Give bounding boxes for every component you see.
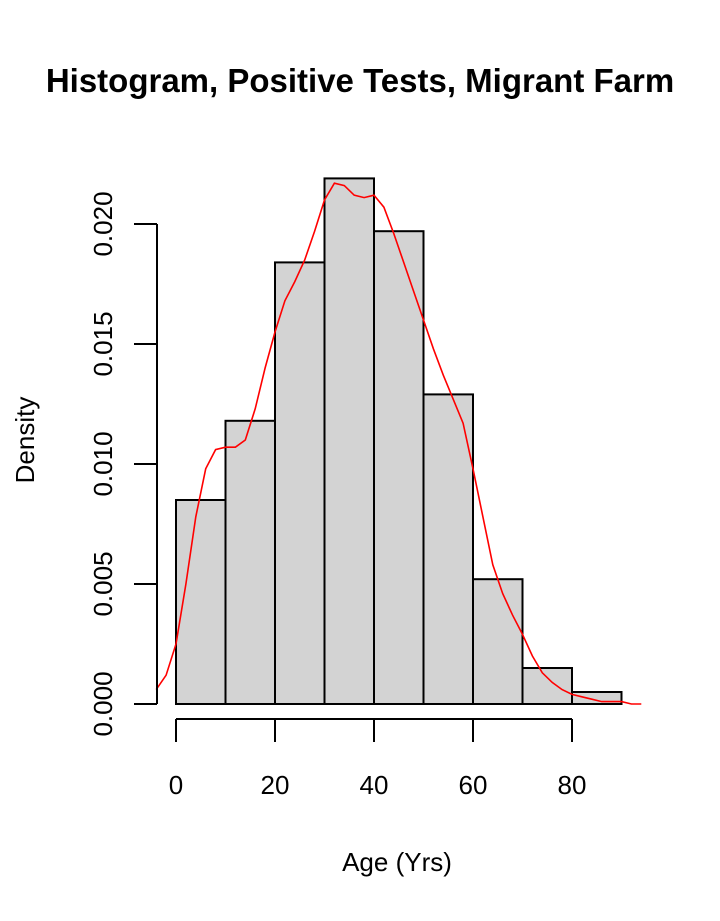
y-tick-label: 0.005 [88,551,118,616]
x-axis: 0 20 40 60 80 [169,718,587,800]
y-tick-label: 0.010 [88,431,118,496]
x-axis-label: Age (Yrs) [342,847,452,877]
histogram-bar [274,261,326,705]
histogram-bar [373,230,425,705]
y-tick-label: 0.020 [88,191,118,256]
histogram-bar [422,393,474,705]
x-tick-label: 80 [558,770,587,800]
x-tick-label: 0 [169,770,183,800]
chart-title: Histogram, Positive Tests, Migrant Farm [46,62,674,99]
x-tick-label: 60 [459,770,488,800]
histogram-bar [521,667,573,705]
density-curve-layer [155,182,642,705]
bars-layer [175,177,623,706]
histogram-bar [323,177,375,705]
histogram-bar [472,578,524,706]
y-axis-label: Density [10,397,40,484]
histogram-bar [224,419,276,705]
x-tick-label: 40 [360,770,389,800]
histogram-bar [175,499,227,705]
y-axis: 0.000 0.005 0.010 0.015 0.020 [88,191,158,737]
y-tick-label: 0.015 [88,311,118,376]
y-tick-label: 0.000 [88,671,118,736]
x-tick-label: 20 [261,770,290,800]
density-curve-line [155,182,642,705]
